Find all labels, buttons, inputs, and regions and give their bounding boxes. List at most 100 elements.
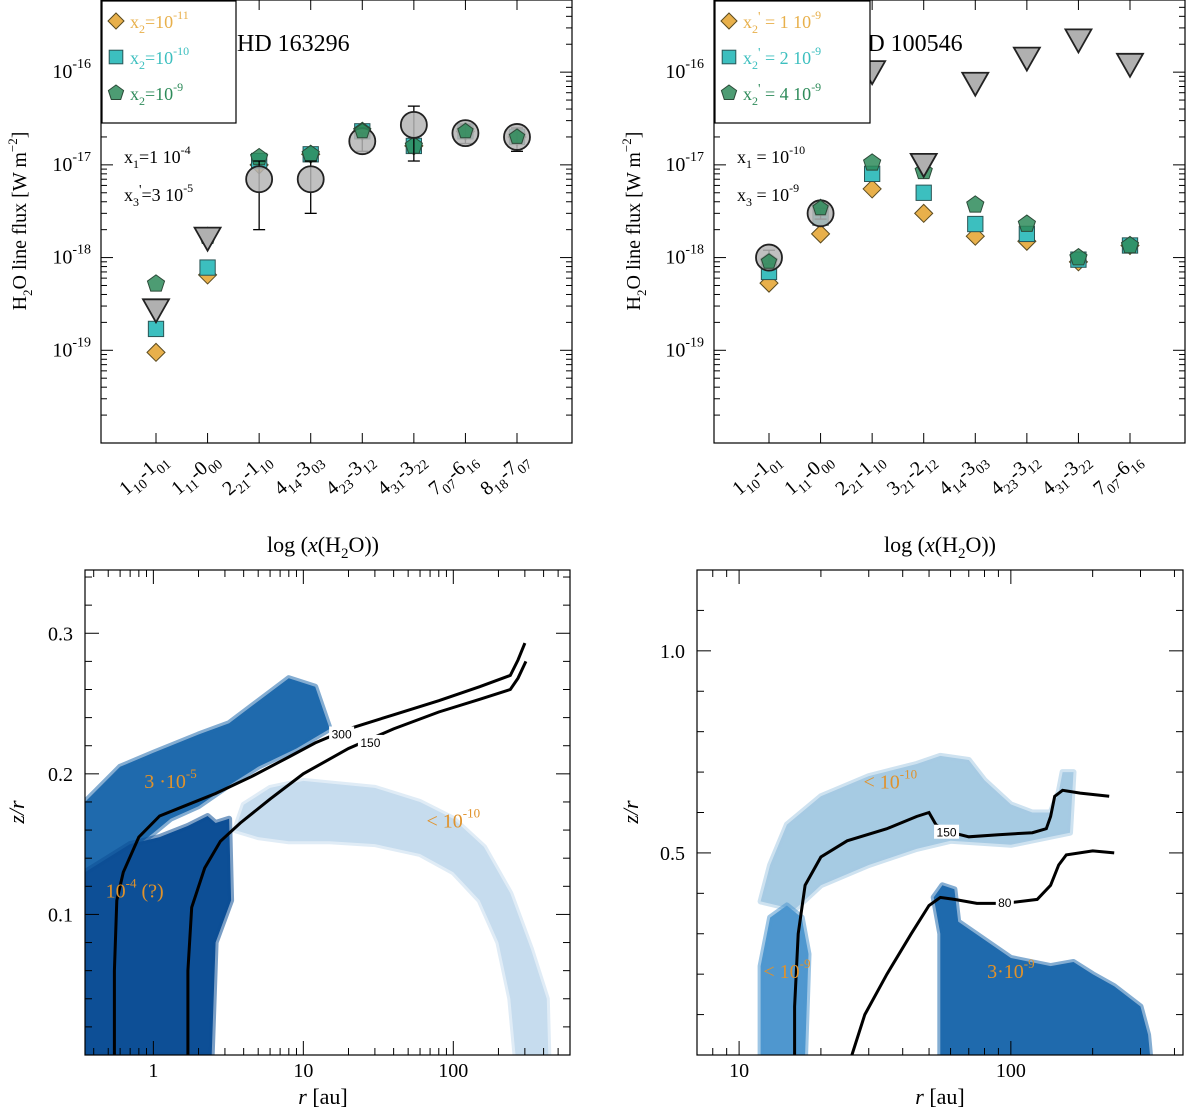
y-axis-label: z/r [618,800,643,825]
legend-label: x2=10-11 [130,8,189,36]
flux-panel-hd163296: HD 163296 H2O line flux [W m−2] 10-19 10-… [5,0,573,504]
x-tick-label: 414-303 [270,448,329,504]
temperature-contour [112,642,527,1055]
x-tick-label: 321-212 [883,448,942,504]
map-title: log (x(H2O)) [267,532,379,562]
legend-box [714,0,871,124]
x-tick-label: 431-322 [373,448,432,504]
region-label: < 10-9 [763,956,810,983]
x-tick-label: 111-000 [780,448,839,503]
x-tick-label: 423-312 [986,448,1045,504]
region-label: < 10-10 [863,766,917,793]
upper-limit-marker [1012,46,1042,73]
abundance-region [930,882,1153,1055]
abundance-regions [757,752,1153,1055]
x-tick-label: 221-110 [218,448,277,504]
upper-limit-marker [193,226,223,253]
observed-marker [399,110,428,139]
legend-marker [108,49,124,65]
legend-marker [107,12,125,30]
plot-frame [713,0,1186,444]
upper-limit-marker [960,71,990,98]
y-axis-title: z/r [618,800,643,825]
observed-points [141,105,531,325]
model-marker [146,274,166,292]
object-label-hd163296: HD 163296 [237,31,350,57]
temperature-contour [850,849,1115,1055]
contour-label: 150 [360,736,380,750]
y-tick-label: 0.1 [48,904,73,926]
contour-label-bg [934,824,960,839]
legend-marker [107,84,125,100]
x-tick-label: 414-303 [934,448,993,504]
contour-label: 80 [998,896,1012,910]
abundance-map-hd100546: log (x(H2O)) r [au] z/r 150 80 < 10-10 < 10… [618,532,1184,1109]
contour-label-bg [995,895,1014,910]
x-tick-label: 110-101 [728,448,787,504]
model-marker [199,259,216,276]
y-axis-title: z/r [4,800,29,825]
temperature-contours: 150 80 [793,788,1115,1055]
param-annotation: x3'=3 10-5 [124,181,193,209]
abundance-region [232,777,552,1055]
plot-frame [84,569,571,1056]
x-tick-label: 100 [996,1060,1026,1082]
flux-panel-hd100546: HD 100546 H2O line flux [W m−2] 10-1910-… [619,0,1186,504]
y-tick-label: 10-16 [52,57,91,83]
y-axis-label: H2O line flux [W m−2] [5,132,35,311]
legend-marker [721,49,737,65]
map-title-text: log (x(H2O)) [267,532,379,562]
y-tick-label: 10-16 [665,57,704,83]
x-tick-label: 111-000 [167,448,226,503]
model-marker [1069,247,1088,266]
region-label: 3·10-9 [987,956,1035,983]
upper-limit-marker [909,152,939,179]
contour-label: 150 [937,826,957,840]
param-annotation: x1 = 10-10 [737,143,805,171]
legend-label: x2' = 2 10-9 [743,44,821,72]
x-axis-label: r [au] [915,1084,964,1109]
y-tick-label: 10-17 [665,150,704,176]
x-tick-label: 818-707 [476,448,535,504]
x-tick-label: 707-616 [1089,448,1148,504]
y-tick-label: 1.0 [660,641,685,663]
model-marker [760,253,778,269]
x-tick-label: 707-616 [425,448,484,504]
model-marker [812,199,829,216]
x-tick-label: 423-312 [321,448,380,504]
temperature-contours: 300 150 [112,642,528,1055]
legend-label: x2=10-9 [130,80,183,108]
model-marker [810,224,831,244]
legend-marker [720,84,738,100]
legend-marker [720,12,738,30]
map-title: log (x(H2O)) [884,532,996,562]
y-axis-label: H2O line flux [W m−2] [619,132,649,311]
model-marker [967,215,984,233]
map-title-text: log (x(H2O)) [884,532,996,562]
legend-label: x2=10-10 [130,44,189,72]
model-marker [146,342,166,363]
contour-label-bg [329,726,355,741]
y-tick-label: 0.3 [48,623,73,645]
region-label: 10-4 (?) [106,876,164,903]
contour-label-bg [357,734,383,749]
y-tick-label: 10-19 [665,335,704,361]
x-tick-label: 221-110 [831,448,890,504]
abundance-map-hd163296: log (x(H2O)) r [au] z/r 300 150 3 ·10-5 < 1… [4,532,571,1109]
x-tick-label: 10 [293,1060,313,1082]
x-tick-label: 10 [729,1060,749,1082]
y-tick-label: 10-17 [52,150,91,176]
y-tick-label: 10-19 [52,335,91,361]
legend-label: x2' = 1 10-9 [743,8,821,36]
y-tick-label: 10-18 [665,243,704,269]
contour-label: 300 [332,727,352,741]
y-tick-label: 0.2 [48,764,73,786]
region-label: 3 ·10-5 [144,766,197,793]
x-tick-label: 431-322 [1038,448,1097,504]
upper-limit-marker [141,298,171,325]
model-marker [966,195,985,213]
model-points-top [760,199,829,269]
observed-marker [296,165,325,194]
model-marker [862,153,882,171]
